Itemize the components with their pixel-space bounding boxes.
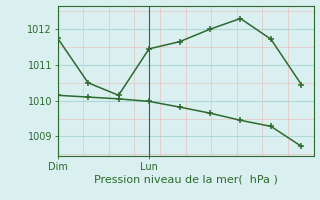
X-axis label: Pression niveau de la mer(  hPa ): Pression niveau de la mer( hPa ) [94, 174, 277, 184]
